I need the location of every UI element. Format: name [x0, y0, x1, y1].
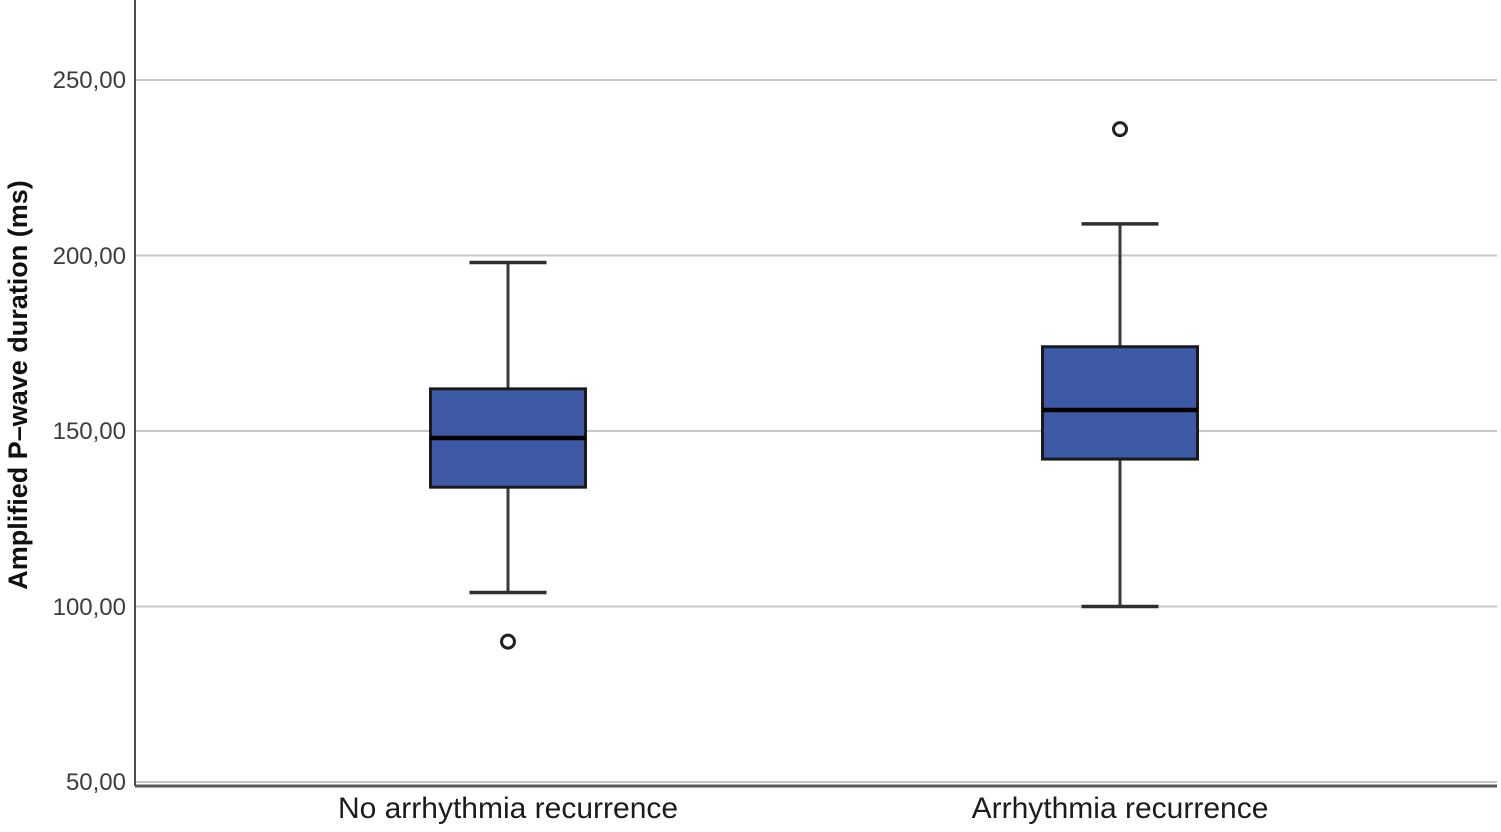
outlier-point-arrhythmia-recurrence-236 [1112, 121, 1128, 138]
axis-text: 250,00 200,00 150,00 100,00 50,00 No arr… [3, 67, 1268, 825]
ytick-label-200: 200,00 [53, 243, 126, 270]
ytick-label-50: 50,00 [66, 769, 126, 796]
category-label-arrhythmia-recurrence: Arrhythmia recurrence [972, 792, 1269, 825]
iqr-box-arrhythmia-recurrence [1041, 345, 1199, 461]
category-label-no-arrhythmia-recurrence: No arrhythmia recurrence [338, 792, 678, 825]
ytick-label-250: 250,00 [53, 67, 126, 94]
outlier-point-no-arrhythmia-recurrence-90 [500, 633, 516, 650]
ytick-label-100: 100,00 [53, 594, 126, 621]
y-axis-title: Amplified P–wave duration (ms) [3, 180, 33, 590]
plot-marks [134, 0, 1497, 788]
ytick-label-150: 150,00 [53, 418, 126, 445]
